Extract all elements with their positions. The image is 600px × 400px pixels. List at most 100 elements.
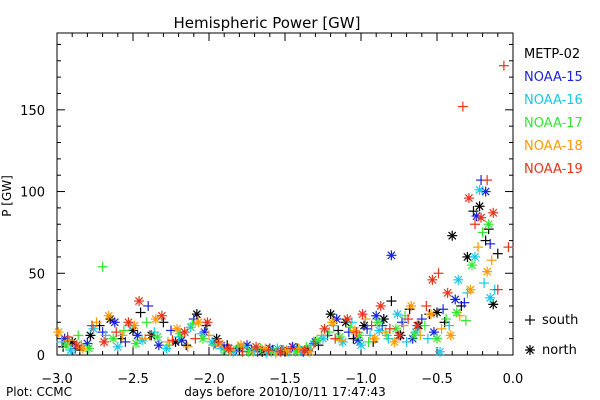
data-point-north <box>193 317 204 328</box>
series-noaa-17 <box>61 219 494 357</box>
data-point-north <box>325 309 336 320</box>
x-tick-label: −2.5 <box>117 372 149 387</box>
data-point-north <box>275 346 286 357</box>
data-point-north <box>427 274 438 285</box>
north-marker-symbol <box>525 345 535 355</box>
data-point-north <box>304 346 315 357</box>
data-point-north <box>109 317 120 328</box>
data-point-south <box>111 327 122 338</box>
data-point-north <box>465 284 476 295</box>
legend-entry-noaa-16: NOAA-16 <box>524 93 583 108</box>
data-point-south <box>477 227 488 238</box>
series-noaa-19 <box>62 60 514 357</box>
data-point-north <box>482 266 493 277</box>
data-point-south <box>436 323 447 334</box>
data-point-north <box>432 333 442 344</box>
data-point-south <box>486 255 497 266</box>
data-point-north <box>349 325 360 336</box>
data-point-south <box>401 336 412 347</box>
data-point-south <box>162 336 173 347</box>
x-tick-label: −3.0 <box>41 372 73 387</box>
data-point-south <box>86 320 97 331</box>
data-point-south <box>438 304 449 315</box>
data-point-north <box>356 340 366 351</box>
data-point-north <box>152 332 163 343</box>
data-point-north <box>281 345 292 356</box>
data-point-south <box>403 314 414 325</box>
legend-entry-noaa-18: NOAA-18 <box>524 139 583 154</box>
legend-entry-noaa-15: NOAA-15 <box>524 70 583 85</box>
series-noaa-16 <box>56 184 500 359</box>
data-point-south <box>120 336 131 347</box>
data-point-north <box>202 317 213 328</box>
series-noaa-15 <box>59 175 496 357</box>
data-point-north <box>112 341 123 352</box>
data-point-north <box>447 230 458 241</box>
data-point-north <box>466 260 477 271</box>
data-point-south <box>485 238 496 249</box>
data-point-south <box>421 300 432 311</box>
data-point-south <box>384 323 395 334</box>
data-point-north <box>386 250 397 261</box>
data-point-north <box>476 212 487 223</box>
data-point-north <box>99 336 110 347</box>
data-point-south <box>100 330 111 341</box>
data-point-north <box>242 340 252 351</box>
data-point-north <box>389 336 400 347</box>
data-point-south <box>333 325 344 336</box>
data-point-north <box>406 300 417 311</box>
y-axis-label: P [GW] <box>0 175 14 217</box>
marker-key: south north <box>525 313 578 358</box>
data-point-north <box>357 309 368 320</box>
data-point-north <box>299 345 310 356</box>
data-point-south <box>286 343 297 354</box>
data-point-south <box>117 330 128 341</box>
data-point-south <box>187 318 198 329</box>
data-point-north <box>374 325 385 336</box>
data-point-north <box>432 307 442 318</box>
data-point-north <box>483 219 494 230</box>
data-point-south <box>441 314 452 325</box>
legend-entry-metp-02: METP-02 <box>524 47 580 62</box>
data-point-south <box>386 296 397 307</box>
data-point-south <box>459 297 470 308</box>
data-point-north <box>394 330 404 341</box>
data-point-south <box>182 341 193 352</box>
marker-key-label: south <box>542 313 578 328</box>
data-point-north <box>442 287 453 298</box>
data-point-south <box>422 333 433 344</box>
plot-frame <box>56 32 514 356</box>
data-point-north <box>342 314 353 325</box>
data-point-south <box>444 320 455 331</box>
data-point-south <box>237 346 248 357</box>
data-point-south <box>433 268 444 279</box>
plot-area: −3.0 −2.5 −2.0 −1.5 −1.0 −0.5 0.0 0 50 100 150 <box>20 32 523 387</box>
data-point-south <box>190 333 201 344</box>
data-point-north <box>153 340 164 351</box>
data-point-south <box>503 242 514 253</box>
data-point-south <box>181 340 192 351</box>
x-tick-label: −0.5 <box>421 372 453 387</box>
data-point-north <box>453 274 464 285</box>
data-point-south <box>118 325 129 336</box>
y-tick-label: 100 <box>20 186 45 201</box>
data-point-south <box>492 284 503 295</box>
data-point-south <box>482 175 493 186</box>
data-point-south <box>492 248 503 259</box>
data-point-south <box>62 332 73 343</box>
data-point-north <box>251 341 262 352</box>
x-tick-label: −1.5 <box>269 372 301 387</box>
data-point-south <box>213 336 224 347</box>
data-point-south <box>263 345 274 356</box>
data-point-north <box>480 186 491 197</box>
x-tick-label: −1.0 <box>345 372 377 387</box>
data-point-south <box>167 335 178 346</box>
legend: METP-02 NOAA-15 NOAA-16 NOAA-17 NOAA-18 NOAA-… <box>524 47 583 177</box>
data-point-south <box>336 335 347 346</box>
data-point-north <box>156 310 167 321</box>
data-point-north <box>61 340 72 351</box>
data-point-north <box>425 309 436 320</box>
data-point-north <box>371 310 382 321</box>
data-point-north <box>85 330 96 341</box>
